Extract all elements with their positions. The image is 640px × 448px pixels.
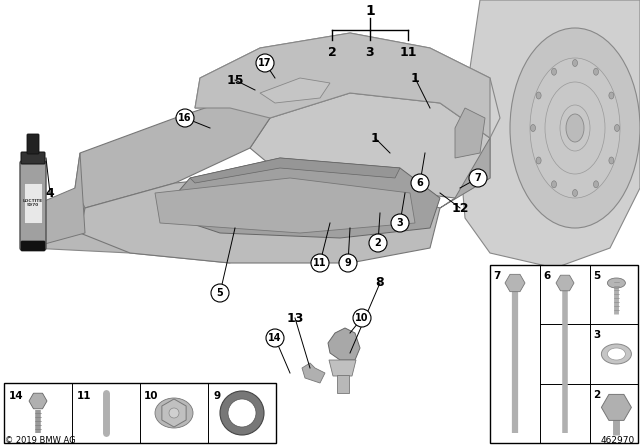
Circle shape (176, 109, 194, 127)
Circle shape (211, 284, 229, 302)
Text: 15: 15 (227, 73, 244, 86)
Circle shape (220, 391, 264, 435)
Bar (490, 265, 638, 443)
Text: 7: 7 (493, 271, 500, 281)
FancyBboxPatch shape (20, 161, 46, 250)
Circle shape (353, 309, 371, 327)
Polygon shape (455, 108, 485, 158)
Text: 1: 1 (411, 72, 419, 85)
Bar (24, 183, 42, 223)
Ellipse shape (510, 28, 640, 228)
Text: 3: 3 (593, 330, 600, 340)
Text: LOCTITE
5970: LOCTITE 5970 (23, 199, 43, 207)
Text: 1: 1 (365, 4, 375, 18)
Circle shape (469, 169, 487, 187)
Ellipse shape (593, 68, 598, 75)
Text: 3: 3 (397, 218, 403, 228)
Text: 6: 6 (417, 178, 424, 188)
Circle shape (311, 254, 329, 272)
Ellipse shape (609, 157, 614, 164)
Ellipse shape (573, 190, 577, 197)
Circle shape (369, 234, 387, 252)
Circle shape (169, 408, 179, 418)
Text: 2: 2 (593, 390, 600, 400)
Circle shape (266, 329, 284, 347)
Text: 14: 14 (268, 333, 282, 343)
Text: 13: 13 (286, 311, 304, 324)
Circle shape (339, 254, 357, 272)
Ellipse shape (545, 82, 605, 174)
Circle shape (256, 54, 274, 72)
Ellipse shape (614, 125, 620, 132)
Polygon shape (190, 158, 400, 183)
Ellipse shape (609, 92, 614, 99)
Text: 11: 11 (77, 391, 92, 401)
Circle shape (391, 214, 409, 232)
Text: 11: 11 (313, 258, 327, 268)
Polygon shape (75, 93, 270, 208)
Ellipse shape (566, 114, 584, 142)
Ellipse shape (536, 157, 541, 164)
Text: 9: 9 (213, 391, 220, 401)
FancyBboxPatch shape (21, 241, 45, 251)
Ellipse shape (552, 181, 557, 188)
Polygon shape (250, 93, 490, 198)
Text: 2: 2 (374, 238, 381, 248)
FancyBboxPatch shape (21, 152, 45, 164)
Ellipse shape (602, 344, 632, 364)
Ellipse shape (560, 105, 590, 151)
Polygon shape (329, 360, 356, 376)
Ellipse shape (593, 181, 598, 188)
Text: 10: 10 (355, 313, 369, 323)
FancyBboxPatch shape (27, 134, 39, 154)
Text: 8: 8 (376, 276, 384, 289)
Polygon shape (440, 138, 490, 208)
Ellipse shape (155, 398, 193, 428)
Circle shape (411, 174, 429, 192)
Text: © 2019 BMW AG: © 2019 BMW AG (5, 436, 76, 445)
Text: 7: 7 (475, 173, 481, 183)
Polygon shape (260, 78, 330, 103)
Bar (4, 383, 276, 443)
Text: 10: 10 (144, 391, 159, 401)
Polygon shape (28, 183, 240, 263)
Text: 6: 6 (543, 271, 550, 281)
Polygon shape (460, 0, 640, 268)
Polygon shape (328, 328, 360, 360)
Text: 1: 1 (371, 132, 380, 145)
Text: 12: 12 (451, 202, 468, 215)
Ellipse shape (536, 92, 541, 99)
Polygon shape (195, 33, 490, 138)
Text: 2: 2 (328, 46, 337, 59)
Polygon shape (160, 158, 440, 238)
Text: 16: 16 (179, 113, 192, 123)
Circle shape (228, 399, 256, 427)
Text: 9: 9 (344, 258, 351, 268)
Bar (337, 375, 349, 393)
Polygon shape (155, 178, 415, 233)
Ellipse shape (607, 278, 625, 288)
Polygon shape (28, 153, 85, 248)
Ellipse shape (552, 68, 557, 75)
Polygon shape (80, 173, 440, 263)
Text: 4: 4 (45, 186, 54, 199)
Ellipse shape (530, 58, 620, 198)
Text: 14: 14 (9, 391, 24, 401)
Text: 462970: 462970 (601, 436, 635, 445)
Text: 11: 11 (399, 46, 417, 59)
Text: 5: 5 (216, 288, 223, 298)
Ellipse shape (531, 125, 536, 132)
Polygon shape (195, 33, 500, 138)
Polygon shape (302, 363, 325, 383)
Text: 5: 5 (593, 271, 600, 281)
Text: 17: 17 (259, 58, 272, 68)
Ellipse shape (607, 348, 625, 360)
Ellipse shape (573, 60, 577, 66)
Text: 3: 3 (365, 46, 374, 59)
